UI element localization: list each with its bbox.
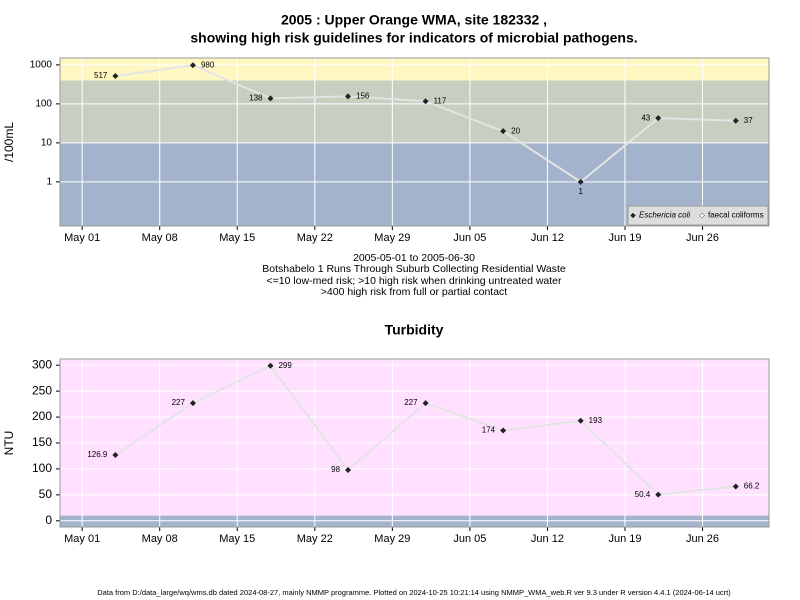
data-label: 117 bbox=[434, 96, 447, 105]
x-tick-label: Jun 12 bbox=[531, 533, 564, 545]
risk-band bbox=[60, 515, 769, 527]
data-point bbox=[500, 427, 507, 434]
data-point bbox=[732, 483, 739, 490]
data-point bbox=[655, 115, 662, 122]
plot-frame bbox=[59, 57, 770, 227]
x-tick-label: May 22 bbox=[297, 533, 333, 545]
data-point bbox=[189, 400, 196, 407]
y-tick-label: 10 bbox=[41, 138, 53, 149]
chart-title: 2005 : Upper Orange WMA, site 182332 , bbox=[281, 12, 547, 28]
data-label: 37 bbox=[744, 116, 753, 125]
data-label: 299 bbox=[278, 361, 292, 370]
y-tick-label: 1 bbox=[46, 177, 52, 188]
legend-marker bbox=[699, 212, 705, 219]
data-point bbox=[267, 362, 274, 369]
footer: Data from D:/data_large/wq/wms.db dated … bbox=[97, 588, 731, 597]
data-label: 980 bbox=[201, 60, 215, 69]
x-tick-label: May 29 bbox=[374, 533, 410, 545]
x-tick-label: Jun 12 bbox=[531, 232, 564, 244]
x-tick-label: Jun 05 bbox=[453, 232, 486, 244]
data-label: 517 bbox=[94, 71, 108, 80]
y-tick-label: 1000 bbox=[30, 60, 53, 71]
caption: >400 high risk from full or partial cont… bbox=[321, 286, 508, 298]
y-tick-label: 300 bbox=[32, 357, 52, 371]
y-tick-label: 150 bbox=[32, 435, 52, 449]
y-tick-label: 100 bbox=[32, 461, 52, 475]
data-point bbox=[345, 93, 352, 100]
caption: Botshabelo 1 Runs Through Suburb Collect… bbox=[262, 263, 566, 275]
data-label: 174 bbox=[482, 426, 496, 435]
y-tick-label: 250 bbox=[32, 383, 52, 397]
data-label: 66.2 bbox=[744, 482, 760, 491]
caption: 2005-05-01 to 2005-06-30 bbox=[353, 252, 475, 264]
plot-frame bbox=[59, 358, 770, 528]
caption: <=10 low-med risk; >10 high risk when dr… bbox=[266, 275, 562, 287]
data-label: 227 bbox=[172, 398, 186, 407]
data-point bbox=[577, 178, 584, 185]
y-tick-label: 200 bbox=[32, 409, 52, 423]
x-tick-label: May 08 bbox=[142, 232, 178, 244]
y-tick-label: 100 bbox=[35, 99, 52, 110]
y-tick-label: 0 bbox=[45, 513, 52, 527]
data-label: 193 bbox=[589, 416, 603, 425]
x-tick-label: Jun 19 bbox=[608, 533, 641, 545]
data-label: 156 bbox=[356, 91, 370, 100]
data-label: 126.9 bbox=[87, 450, 108, 459]
x-tick-label: May 01 bbox=[64, 533, 100, 545]
legend-marker bbox=[630, 212, 636, 219]
data-point bbox=[500, 128, 507, 135]
x-tick-label: May 08 bbox=[142, 533, 178, 545]
legend: Eschericia coli faecal coliforms bbox=[627, 205, 769, 226]
data-point bbox=[345, 466, 352, 473]
data-label: 43 bbox=[641, 113, 650, 122]
data-point bbox=[577, 417, 584, 424]
x-tick-label: May 01 bbox=[64, 232, 100, 244]
x-tick-label: Jun 19 bbox=[608, 232, 641, 244]
data-point bbox=[422, 98, 429, 105]
chart-title: showing high risk guidelines for indicat… bbox=[190, 30, 637, 46]
legend-label: Eschericia coli bbox=[639, 211, 690, 220]
y-axis-label: /100mL bbox=[2, 122, 16, 162]
x-tick-label: May 29 bbox=[374, 232, 410, 244]
risk-band bbox=[60, 359, 769, 516]
data-label: 138 bbox=[249, 94, 263, 103]
data-point bbox=[267, 95, 274, 102]
data-label: 50.4 bbox=[635, 490, 651, 499]
x-tick-label: Jun 26 bbox=[686, 232, 719, 244]
x-tick-label: Jun 26 bbox=[686, 533, 719, 545]
data-label: 1 bbox=[578, 187, 583, 196]
data-point bbox=[422, 400, 429, 407]
data-label: 227 bbox=[404, 398, 418, 407]
data-point bbox=[655, 491, 662, 498]
x-tick-label: May 22 bbox=[297, 232, 333, 244]
data-label: 20 bbox=[511, 126, 520, 135]
legend-box bbox=[627, 205, 769, 226]
data-point bbox=[732, 117, 739, 124]
legend-label: faecal coliforms bbox=[708, 211, 764, 220]
data-point bbox=[112, 73, 119, 80]
y-axis-label: NTU bbox=[2, 431, 16, 456]
data-label: 98 bbox=[331, 465, 340, 474]
data-point bbox=[189, 62, 196, 69]
x-tick-label: May 15 bbox=[219, 533, 255, 545]
x-tick-label: May 15 bbox=[219, 232, 255, 244]
data-point bbox=[112, 451, 119, 458]
risk-band bbox=[60, 80, 769, 143]
chart-title: Turbidity bbox=[385, 322, 444, 338]
x-tick-label: Jun 05 bbox=[453, 533, 486, 545]
y-tick-label: 50 bbox=[39, 487, 53, 501]
